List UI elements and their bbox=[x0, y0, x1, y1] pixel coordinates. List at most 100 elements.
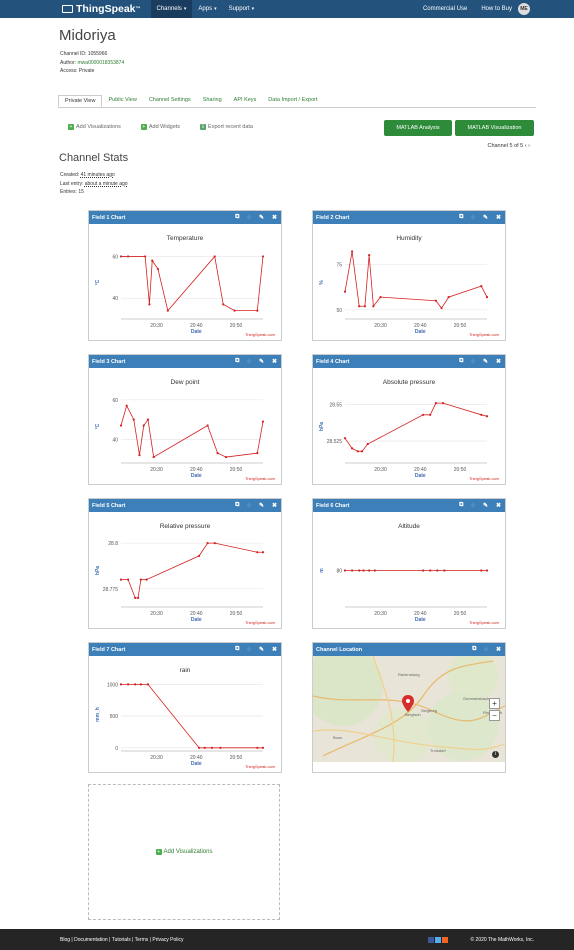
data-point[interactable] bbox=[203, 746, 206, 749]
comment-icon[interactable]: ◌ bbox=[247, 358, 251, 365]
zoom-out-button[interactable]: − bbox=[489, 710, 500, 721]
export-data-button[interactable]: ⇩ Export recent data bbox=[200, 124, 253, 130]
data-point[interactable] bbox=[363, 305, 366, 308]
data-point[interactable] bbox=[206, 542, 209, 545]
data-point[interactable] bbox=[261, 746, 265, 749]
data-point[interactable] bbox=[368, 254, 371, 257]
data-point[interactable] bbox=[441, 402, 445, 405]
comment-icon[interactable]: ◌ bbox=[247, 646, 251, 653]
data-point[interactable] bbox=[485, 415, 489, 418]
data-point[interactable] bbox=[358, 569, 361, 572]
author-link[interactable]: mwa0000018353874 bbox=[77, 59, 125, 66]
data-point[interactable] bbox=[216, 452, 219, 455]
data-point[interactable] bbox=[261, 255, 265, 258]
data-point[interactable] bbox=[343, 569, 347, 572]
data-point[interactable] bbox=[119, 578, 123, 581]
data-point[interactable] bbox=[480, 413, 483, 416]
data-point[interactable] bbox=[485, 569, 489, 572]
zoom-in-button[interactable]: + bbox=[489, 698, 500, 709]
data-point[interactable] bbox=[373, 569, 376, 572]
external-link-icon[interactable]: ⧉ bbox=[235, 214, 240, 220]
nav-apps[interactable]: Apps ▾ bbox=[192, 0, 222, 18]
data-point[interactable] bbox=[145, 578, 148, 581]
data-point[interactable] bbox=[358, 305, 361, 308]
pencil-icon[interactable]: ✎ bbox=[482, 359, 488, 365]
data-point[interactable] bbox=[146, 683, 150, 686]
pencil-icon[interactable]: ✎ bbox=[258, 647, 264, 653]
info-icon[interactable]: i bbox=[492, 751, 499, 758]
data-point[interactable] bbox=[139, 578, 142, 581]
data-point[interactable] bbox=[136, 596, 140, 599]
data-point[interactable] bbox=[256, 452, 259, 455]
pencil-icon[interactable]: ✎ bbox=[258, 215, 264, 221]
data-point[interactable] bbox=[372, 305, 375, 308]
data-point[interactable] bbox=[127, 683, 130, 686]
external-link-icon[interactable]: ⧉ bbox=[235, 502, 240, 508]
close-icon[interactable]: ✖ bbox=[271, 215, 277, 221]
data-point[interactable] bbox=[422, 413, 425, 416]
close-icon[interactable]: ✖ bbox=[495, 647, 501, 653]
comment-icon[interactable]: ◌ bbox=[247, 214, 251, 221]
tab-private-view[interactable]: Private View bbox=[58, 95, 103, 107]
comment-icon[interactable]: ◌ bbox=[247, 502, 251, 509]
data-point[interactable] bbox=[206, 424, 209, 427]
data-point[interactable] bbox=[119, 255, 123, 258]
data-point[interactable] bbox=[138, 454, 141, 457]
pencil-icon[interactable]: ✎ bbox=[258, 359, 264, 365]
data-point[interactable] bbox=[343, 437, 347, 440]
external-link-icon[interactable]: ⧉ bbox=[459, 358, 464, 364]
data-point[interactable] bbox=[360, 450, 364, 453]
data-point[interactable] bbox=[256, 309, 259, 312]
map-area[interactable]: Ravensburg Gummersbach Bergisch Siegburg Bon… bbox=[313, 656, 505, 772]
data-point[interactable] bbox=[146, 418, 150, 421]
data-point[interactable] bbox=[256, 551, 259, 554]
nav-support[interactable]: Support ▾ bbox=[223, 0, 261, 18]
tab-sharing[interactable]: Sharing bbox=[202, 97, 222, 103]
twitter-icon[interactable] bbox=[435, 936, 441, 943]
thingspeak-logo[interactable]: ThingSpeak ™ bbox=[62, 3, 141, 15]
data-point[interactable] bbox=[166, 309, 169, 312]
data-point[interactable] bbox=[256, 746, 259, 749]
pencil-icon[interactable]: ✎ bbox=[482, 215, 488, 221]
data-point[interactable] bbox=[142, 424, 145, 427]
nav-how-to-buy[interactable]: How to Buy bbox=[481, 6, 512, 12]
data-point[interactable] bbox=[127, 578, 130, 581]
data-point[interactable] bbox=[429, 413, 432, 416]
external-link-icon[interactable]: ⧉ bbox=[235, 646, 240, 652]
data-point[interactable] bbox=[366, 442, 369, 446]
data-point[interactable] bbox=[132, 418, 135, 421]
data-point[interactable] bbox=[233, 309, 236, 312]
footer-links[interactable]: Blog | Documentation | Tutorials | Terms… bbox=[60, 936, 184, 943]
external-link-icon[interactable]: ⧉ bbox=[459, 214, 464, 220]
data-point[interactable] bbox=[134, 596, 137, 599]
chevron-right-icon[interactable]: › bbox=[528, 143, 530, 149]
add-visualizations-button[interactable]: + Add Visualizations bbox=[68, 124, 121, 130]
data-point[interactable] bbox=[156, 267, 160, 271]
matlab-visualization-button[interactable]: MATLAB Visualization bbox=[455, 120, 534, 136]
data-point[interactable] bbox=[351, 250, 354, 253]
data-point[interactable] bbox=[210, 746, 213, 749]
add-widgets-button[interactable]: + Add Widgets bbox=[140, 124, 180, 130]
data-point[interactable] bbox=[440, 306, 443, 310]
data-point[interactable] bbox=[213, 255, 216, 258]
data-point[interactable] bbox=[368, 569, 371, 572]
data-point[interactable] bbox=[480, 569, 483, 572]
data-point[interactable] bbox=[443, 569, 446, 572]
data-point[interactable] bbox=[485, 296, 489, 299]
data-point[interactable] bbox=[148, 303, 151, 306]
close-icon[interactable]: ✖ bbox=[271, 647, 277, 653]
pencil-icon[interactable]: ✎ bbox=[258, 503, 264, 509]
add-visualizations-box[interactable]: + Add Visualizations bbox=[88, 784, 280, 920]
data-point[interactable] bbox=[219, 746, 222, 749]
close-icon[interactable]: ✖ bbox=[271, 359, 277, 365]
tab-data-import-export[interactable]: Data Import / Export bbox=[268, 97, 318, 103]
data-point[interactable] bbox=[151, 259, 154, 262]
location-map[interactable]: Ravensburg Gummersbach Bergisch Siegburg Bon… bbox=[313, 656, 505, 762]
data-point[interactable] bbox=[379, 296, 382, 299]
comment-icon[interactable]: ◌ bbox=[471, 358, 475, 365]
close-icon[interactable]: ✖ bbox=[495, 215, 501, 221]
data-point[interactable] bbox=[434, 299, 437, 302]
tab-channel-settings[interactable]: Channel Settings bbox=[148, 97, 191, 103]
external-link-icon[interactable]: ⧉ bbox=[472, 646, 477, 652]
data-point[interactable] bbox=[422, 569, 425, 572]
